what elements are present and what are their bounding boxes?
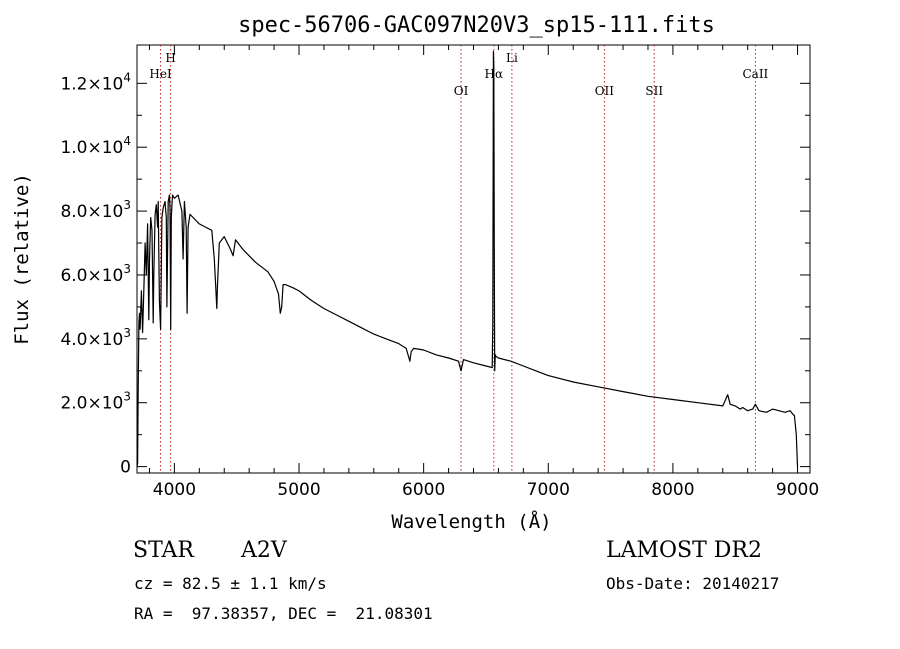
x-tick-label: 5000 xyxy=(277,480,320,500)
object-type: STAR xyxy=(133,538,194,563)
line-marker-label: SII xyxy=(645,84,663,98)
velocity-label: cz = 82.5 ± 1.1 km/s xyxy=(134,574,327,593)
y-tick-label: 0 xyxy=(120,458,131,478)
line-marker-label: Li xyxy=(506,51,518,65)
plot-frame xyxy=(136,44,811,474)
x-tick-label: 9000 xyxy=(776,480,819,500)
line-marker-label: CaII xyxy=(742,67,768,81)
x-tick-label: 4000 xyxy=(153,480,196,500)
x-tick-label: 6000 xyxy=(402,480,445,500)
survey-label: LAMOST DR2 xyxy=(606,538,762,563)
line-marker-label: HeI xyxy=(149,67,172,81)
line-marker-label: OI xyxy=(454,84,469,98)
y-axis-label: Flux (relative) xyxy=(11,173,33,345)
spectral-class: A2V xyxy=(241,538,287,563)
y-tick-label: 8.0×103 xyxy=(60,198,131,222)
coordinates-label: RA = 97.38357, DEC = 21.08301 xyxy=(134,604,433,623)
obs-date-label: Obs-Date: 20140217 xyxy=(606,574,780,593)
line-marker-label: OII xyxy=(595,84,615,98)
y-tick-label: 4.0×103 xyxy=(60,326,131,350)
y-tick-label: 2.0×103 xyxy=(60,390,131,414)
x-tick-label: 7000 xyxy=(527,480,570,500)
line-marker-label: H xyxy=(165,51,175,65)
x-tick-label: 8000 xyxy=(651,480,694,500)
spectrum-series xyxy=(136,50,799,467)
y-tick-label: 1.0×104 xyxy=(60,134,131,158)
chart-title: spec-56706-GAC097N20V3_sp15-111.fits xyxy=(238,13,715,38)
y-tick-label: 1.2×104 xyxy=(60,70,131,94)
y-tick-label: 6.0×103 xyxy=(60,262,131,286)
x-axis-label: Wavelength (Å) xyxy=(391,510,551,533)
